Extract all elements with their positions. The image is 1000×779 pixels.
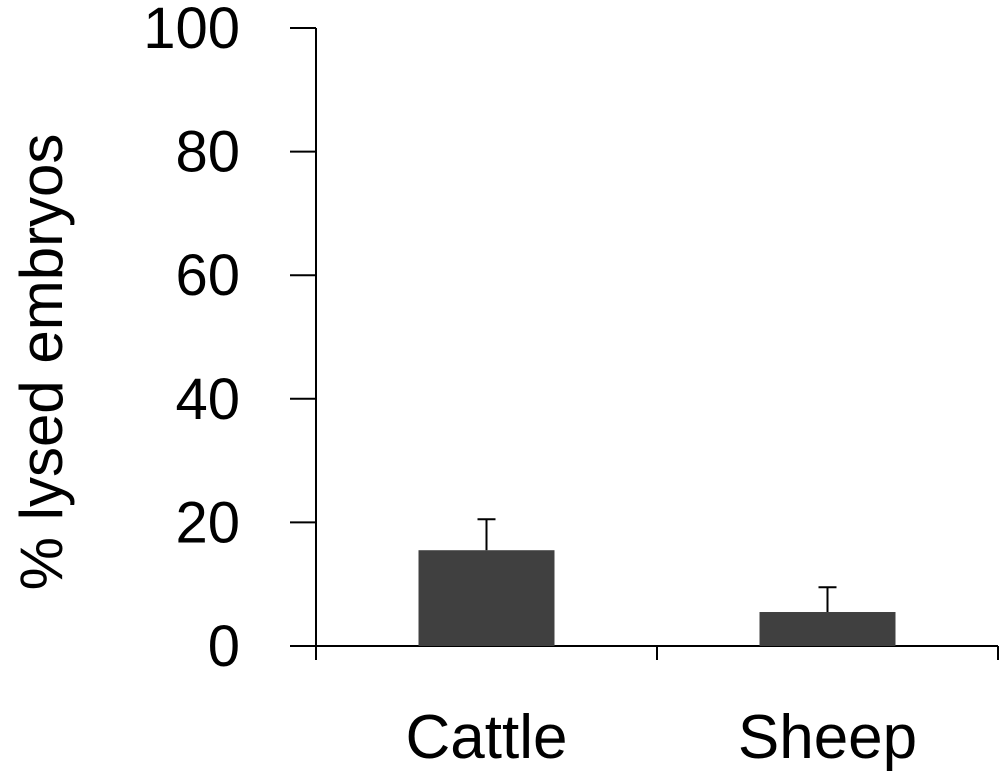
category-label-cattle: Cattle xyxy=(406,703,568,772)
y-axis: 0 20 40 60 80 100 xyxy=(143,0,317,679)
bar-cattle xyxy=(418,550,555,646)
bars xyxy=(418,518,896,646)
y-axis-title: % lysed embryos xyxy=(8,134,75,591)
y-tick-label: 60 xyxy=(175,243,240,308)
x-axis xyxy=(315,645,999,660)
y-tick-label: 20 xyxy=(175,490,240,555)
y-tick-label: 40 xyxy=(175,367,240,432)
bar-sheep xyxy=(759,612,896,646)
y-tick-label: 0 xyxy=(208,614,240,679)
y-tick-label: 80 xyxy=(175,120,240,185)
category-labels: Cattle Sheep xyxy=(406,703,918,772)
y-tick-label: 100 xyxy=(143,0,240,61)
category-label-sheep: Sheep xyxy=(738,703,917,772)
